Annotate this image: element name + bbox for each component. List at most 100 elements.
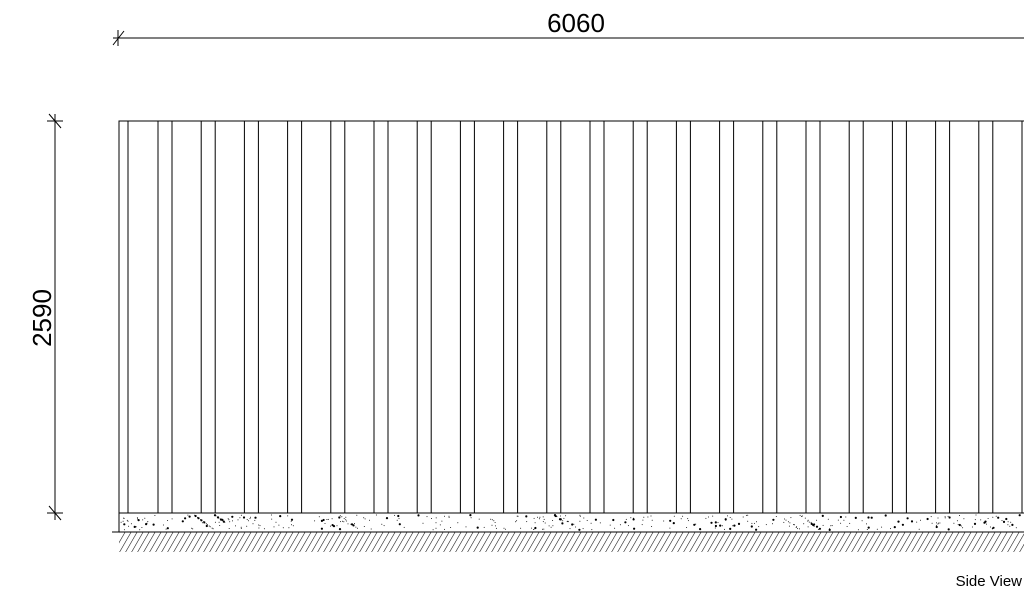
speckle-dot	[469, 514, 472, 517]
speckle-dot	[250, 516, 251, 518]
speckle-dot	[973, 522, 977, 526]
speckle-dot	[579, 514, 581, 516]
speckle-dot	[441, 520, 443, 522]
speckle-dot	[747, 514, 749, 516]
speckle-dot	[884, 514, 887, 517]
speckle-dot	[338, 516, 341, 519]
speckle-dot	[747, 520, 749, 522]
speckle-dot	[278, 524, 280, 526]
speckle-dot	[556, 516, 558, 518]
speckle-dot	[821, 514, 824, 518]
speckle-dot	[287, 515, 289, 517]
speckle-dot	[719, 524, 722, 527]
speckle-dot	[682, 515, 684, 517]
speckle-dot	[772, 523, 773, 525]
speckle-dot	[944, 517, 946, 519]
speckle-dot	[483, 526, 485, 528]
speckle-dot	[958, 523, 961, 527]
speckle-dot	[345, 516, 347, 518]
speckle-dot	[1010, 521, 1012, 523]
speckle-dot	[960, 525, 962, 527]
speckle-dot	[799, 528, 800, 530]
speckle-dot	[839, 515, 843, 519]
speckle-dot	[612, 518, 615, 522]
speckle-dot	[687, 518, 689, 520]
speckle-dot	[857, 529, 859, 531]
speckle-dot	[599, 522, 601, 524]
speckle-dot	[215, 515, 217, 517]
speckle-dot	[258, 524, 260, 526]
speckle-dot	[240, 514, 242, 516]
speckle-dot	[552, 520, 554, 521]
speckle-dot	[232, 520, 233, 522]
speckle-dot	[139, 529, 141, 531]
speckle-dot	[123, 523, 126, 526]
speckle-dot	[890, 528, 891, 530]
speckle-dot	[930, 516, 932, 518]
speckle-dot	[818, 527, 822, 530]
speckle-dot	[515, 521, 517, 523]
speckle-dot	[1011, 523, 1014, 527]
speckle-dot	[363, 526, 365, 527]
speckle-dot	[650, 515, 652, 517]
speckle-dot	[731, 518, 733, 520]
speckle-dot	[136, 517, 138, 519]
speckle-dot	[897, 520, 900, 523]
speckle-dot	[812, 523, 815, 527]
speckle-dot	[211, 527, 213, 529]
speckle-dot	[931, 522, 933, 524]
speckle-dot	[893, 526, 896, 529]
speckle-dot	[828, 528, 831, 532]
speckle-dot	[827, 518, 829, 520]
speckle-dot	[729, 527, 732, 531]
speckle-dot	[332, 525, 336, 528]
speckle-dot	[565, 515, 567, 517]
speckle-dot	[237, 519, 239, 521]
speckle-dot	[165, 528, 167, 530]
speckle-dot	[191, 527, 193, 529]
speckle-dot	[375, 514, 377, 516]
speckle-dot	[714, 524, 718, 528]
speckle-dot	[188, 515, 191, 518]
speckle-dot	[808, 521, 810, 523]
speckle-dot	[537, 516, 538, 518]
speckle-dot	[663, 520, 665, 522]
speckle-dot	[270, 514, 272, 516]
speckle-dot	[901, 523, 905, 526]
speckle-dot	[578, 528, 581, 531]
speckle-dot	[995, 515, 997, 517]
speckle-dot	[542, 516, 544, 518]
speckle-dot	[431, 518, 432, 519]
speckle-dot	[195, 515, 197, 517]
speckle-dot	[444, 515, 445, 517]
speckle-dot	[807, 520, 809, 522]
speckle-dot	[632, 518, 635, 521]
speckle-dot	[705, 517, 707, 519]
speckle-dot	[870, 516, 873, 519]
speckle-dot	[625, 518, 627, 520]
speckle-dot	[504, 528, 506, 530]
speckle-dot	[975, 514, 977, 516]
speckle-dot	[673, 515, 675, 517]
speckle-dot	[235, 525, 236, 527]
speckle-dot	[1001, 520, 1003, 521]
speckle-dot	[807, 526, 809, 528]
speckle-dot	[200, 519, 203, 522]
speckle-dot	[846, 526, 848, 527]
speckle-dot	[926, 517, 929, 521]
speckle-dot	[490, 518, 492, 520]
speckle-dot	[465, 526, 467, 528]
speckle-dot	[801, 515, 802, 517]
speckle-dot	[218, 517, 220, 519]
speckle-dot	[1007, 521, 1009, 523]
speckle-dot	[341, 516, 343, 518]
speckle-dot	[525, 515, 528, 518]
speckle-dot	[810, 521, 812, 523]
speckle-dot	[742, 516, 744, 518]
speckle-dot	[435, 527, 437, 529]
view-label: Side View	[956, 573, 1023, 590]
speckle-dot	[231, 515, 234, 518]
speckle-dot	[208, 525, 210, 527]
speckle-dot	[254, 516, 257, 519]
speckle-dot	[314, 520, 316, 522]
